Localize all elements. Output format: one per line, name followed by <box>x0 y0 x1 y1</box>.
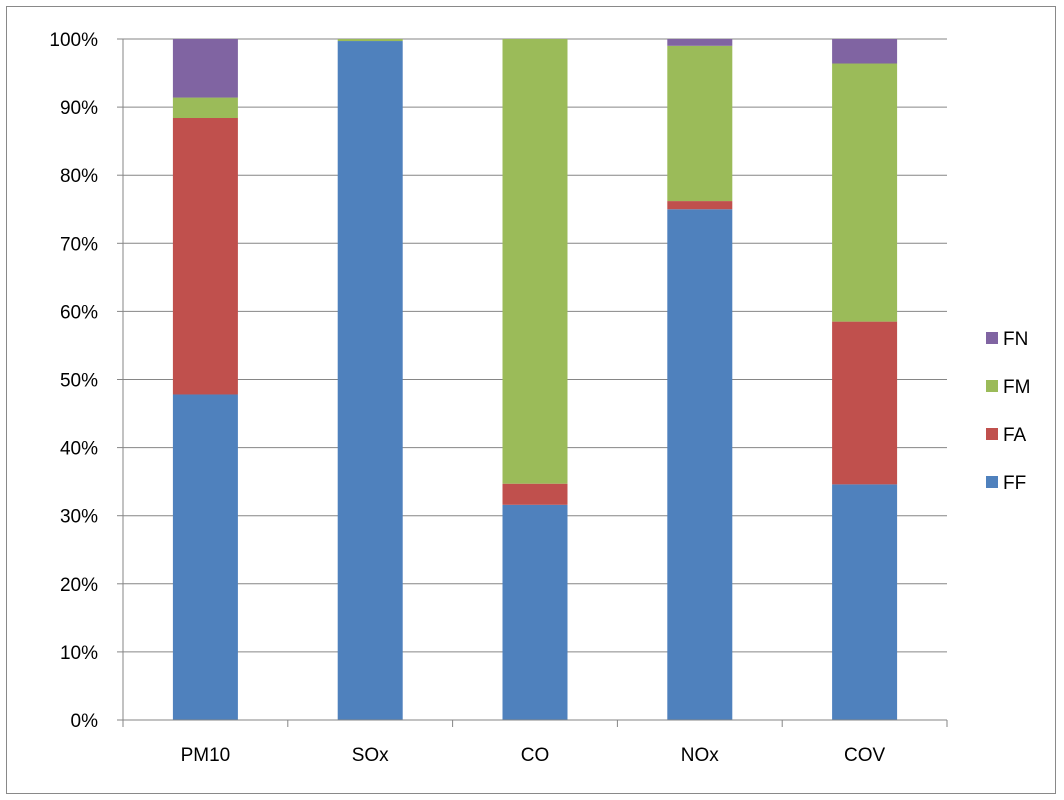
bar-segment-fa-co <box>502 483 568 505</box>
x-tick-label: NOx <box>681 745 720 766</box>
legend-swatch-fa <box>986 428 998 440</box>
bar-segment-ff-pm10 <box>172 394 238 720</box>
bar-segment-ff-co <box>502 504 568 720</box>
bar-segment-fm-co <box>502 39 568 484</box>
x-tick-label: COV <box>844 745 886 766</box>
bar-segment-fn-cov <box>832 39 898 64</box>
bars <box>172 39 898 721</box>
bar-segment-ff-cov <box>832 484 898 720</box>
y-tick-label: 100% <box>49 30 98 51</box>
y-tick-label: 0% <box>71 711 99 732</box>
bar-segment-fa-pm10 <box>172 117 238 395</box>
y-tick-label: 50% <box>60 371 98 392</box>
bar-segment-fn-nox <box>667 39 733 46</box>
x-tick-label: CO <box>521 745 550 766</box>
legend-label-fn: FN <box>1003 329 1028 350</box>
x-tick-label: PM10 <box>181 745 231 766</box>
y-tick-label: 30% <box>60 507 98 528</box>
legend-swatch-fn <box>986 332 998 344</box>
legend-label-ff: FF <box>1003 473 1026 494</box>
bar-segment-fm-nox <box>667 45 733 202</box>
x-tick-label: SOx <box>352 745 389 766</box>
bar-segment-fa-cov <box>832 321 898 485</box>
bar-segment-fm-cov <box>832 63 898 322</box>
legend-label-fa: FA <box>1003 425 1027 446</box>
y-axis-tick-labels: 0% 10% 20% 30% 40% 50% 60% 70% 80% 90% 100% <box>49 30 98 732</box>
y-tick-label: 90% <box>60 98 98 119</box>
y-tick-label: 10% <box>60 643 98 664</box>
bar-segment-ff-sox <box>337 41 403 721</box>
bar-segment-ff-nox <box>667 209 733 720</box>
y-tick-label: 20% <box>60 575 98 596</box>
bar-segment-fm-sox <box>337 39 403 42</box>
y-tick-label: 80% <box>60 166 98 187</box>
bar-segment-fn-pm10 <box>172 39 238 98</box>
legend: FN FM FA FF <box>986 329 1030 494</box>
x-axis-tick-labels: PM10 SOx CO NOx COV <box>181 745 886 766</box>
bar-segment-fm-pm10 <box>172 97 238 118</box>
axes <box>117 38 948 727</box>
y-tick-label: 70% <box>60 234 98 255</box>
legend-swatch-ff <box>986 476 998 488</box>
y-tick-label: 40% <box>60 439 98 460</box>
legend-swatch-fm <box>986 380 998 392</box>
y-tick-label: 60% <box>60 302 98 323</box>
legend-label-fm: FM <box>1003 377 1030 398</box>
bar-segment-fa-nox <box>667 201 733 210</box>
